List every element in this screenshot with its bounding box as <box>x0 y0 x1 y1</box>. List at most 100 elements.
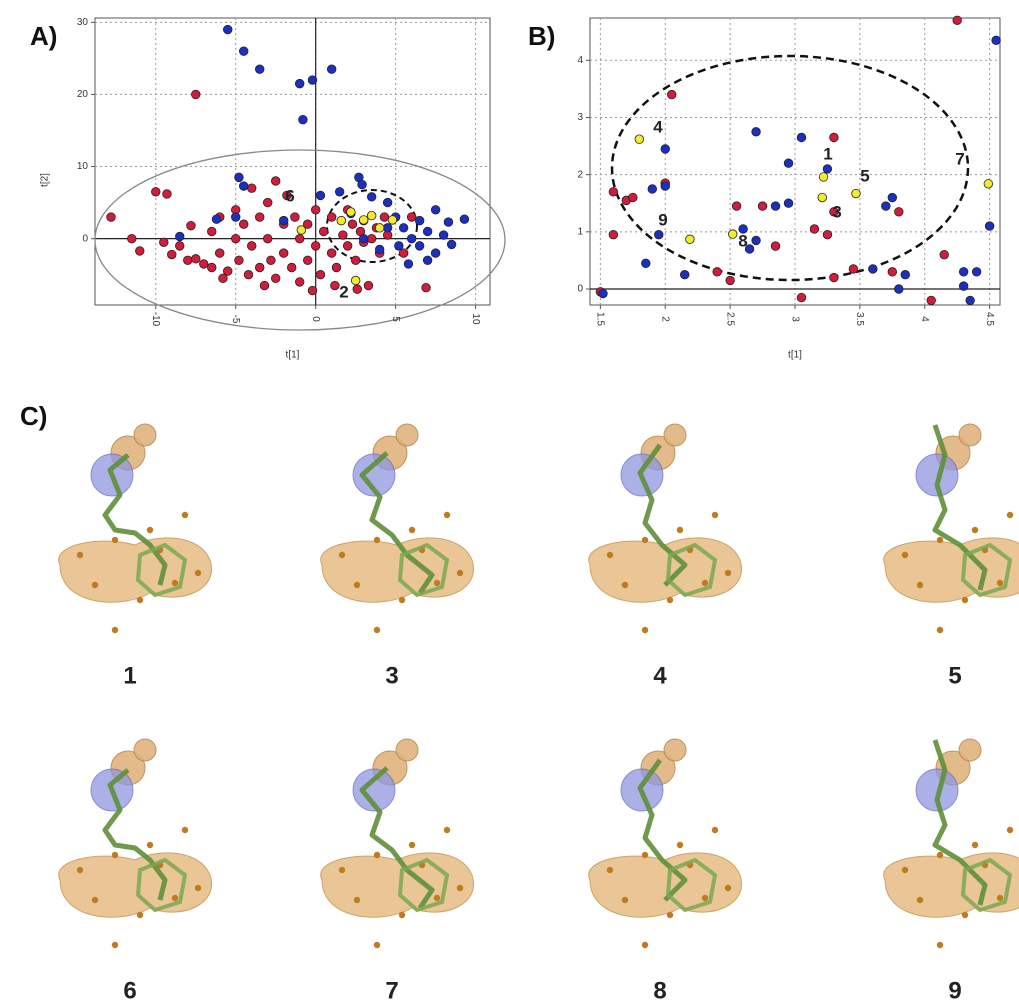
point <box>294 78 305 89</box>
point <box>223 266 233 276</box>
point <box>342 241 353 251</box>
feature-point <box>146 841 154 849</box>
feature-point <box>181 511 189 519</box>
confidence-ellipse <box>94 149 506 331</box>
annotation: 5 <box>860 166 869 185</box>
point <box>403 259 414 269</box>
point <box>438 230 449 240</box>
feature-point <box>1006 826 1014 834</box>
feature-point <box>961 911 969 919</box>
point <box>422 226 433 237</box>
ligand <box>102 453 168 586</box>
feature-point <box>641 626 649 634</box>
feature-point <box>194 569 202 577</box>
point <box>298 114 308 125</box>
point <box>106 212 116 222</box>
point <box>310 205 321 215</box>
point <box>279 248 289 258</box>
point <box>414 241 425 251</box>
point <box>296 225 306 235</box>
feature-point <box>181 826 189 834</box>
molecule <box>588 423 743 634</box>
feature-point <box>373 941 381 949</box>
point <box>725 275 735 286</box>
point <box>757 201 768 211</box>
feature-point <box>916 581 924 589</box>
point <box>459 214 470 224</box>
point <box>770 241 781 251</box>
ligand <box>102 768 168 901</box>
point <box>712 267 722 277</box>
point <box>334 187 345 197</box>
point <box>331 262 342 273</box>
point <box>851 188 861 199</box>
feature-point <box>606 551 614 559</box>
point <box>430 248 441 258</box>
point <box>290 212 300 222</box>
ligand <box>637 443 688 587</box>
ring <box>397 542 450 598</box>
feature-point <box>76 866 84 874</box>
pharmacophore-blob <box>320 537 475 603</box>
feature-point <box>701 894 709 902</box>
pharmacophore-sphere <box>133 738 157 762</box>
feature-point <box>338 551 346 559</box>
ring <box>665 542 718 598</box>
point <box>608 187 619 197</box>
feature-point <box>936 536 944 544</box>
point <box>326 212 337 222</box>
point <box>667 89 677 100</box>
x-tick-label: 1.5 <box>595 312 606 326</box>
annotation: 9 <box>658 210 667 229</box>
ring <box>665 857 718 913</box>
feature-point <box>936 851 944 859</box>
point <box>894 284 904 294</box>
point <box>731 201 742 211</box>
feature-point <box>711 511 719 519</box>
feature-point <box>666 596 674 604</box>
feature-point <box>666 911 674 919</box>
point <box>829 207 839 217</box>
annotation: 1 <box>823 144 832 163</box>
point <box>958 281 969 291</box>
ligand <box>359 451 435 595</box>
y-tick-label: 2 <box>577 169 583 180</box>
feature-point <box>136 596 144 604</box>
feature-point <box>621 896 629 904</box>
point <box>330 280 340 291</box>
point <box>926 295 936 306</box>
molecule <box>883 738 1019 949</box>
point <box>654 229 664 240</box>
point <box>310 241 321 251</box>
pharmacophore-sphere <box>395 423 419 447</box>
point <box>363 280 374 291</box>
y-tick-label: 1 <box>577 226 583 237</box>
point <box>366 210 377 221</box>
acceptor-sphere <box>915 768 959 812</box>
x-tick-label: 0 <box>310 316 321 322</box>
point <box>234 255 244 265</box>
x-tick-label: 3.5 <box>854 312 865 326</box>
x-tick-label: 2.5 <box>724 312 735 326</box>
feature-point <box>701 579 709 587</box>
pharmacophore-blob <box>883 537 1019 603</box>
compound-label: 9 <box>948 977 961 1001</box>
point <box>387 215 398 225</box>
molecule <box>588 738 743 949</box>
feature-point <box>111 626 119 634</box>
feature-point <box>936 626 944 634</box>
molecule <box>320 423 475 634</box>
point <box>191 89 201 100</box>
point <box>398 223 409 233</box>
point <box>271 176 281 186</box>
x-axis-label: t[1] <box>286 350 300 361</box>
compound-label: 7 <box>385 977 398 1001</box>
point <box>175 231 185 242</box>
point <box>430 205 441 215</box>
point <box>207 262 217 273</box>
feature-point <box>194 884 202 892</box>
point <box>382 223 393 233</box>
feature-point <box>353 896 361 904</box>
point <box>751 235 761 246</box>
